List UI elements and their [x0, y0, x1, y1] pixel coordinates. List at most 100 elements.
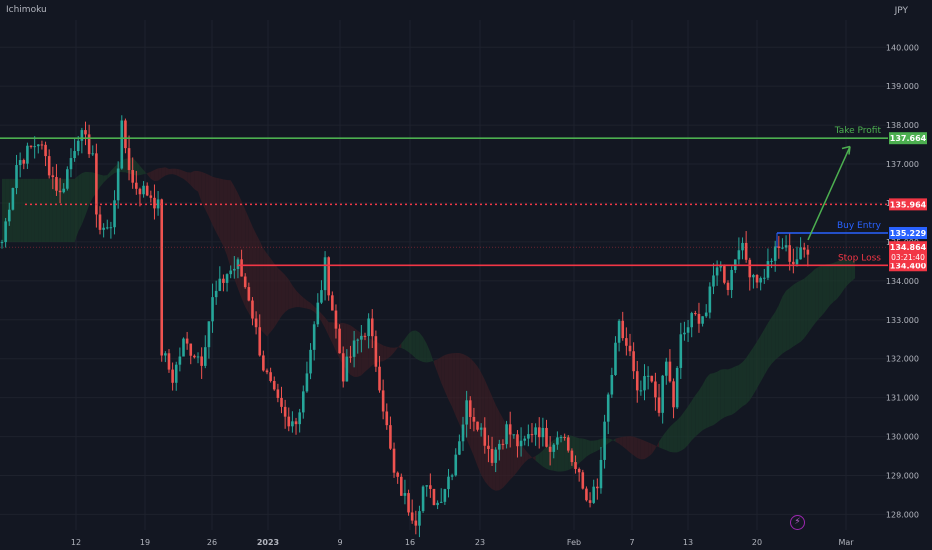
x-tick-label: 12 [71, 538, 81, 547]
currency-label: JPY [894, 6, 908, 16]
ichimoku-cloud [230, 180, 235, 279]
candle [788, 245, 792, 262]
ichimoku-cloud [495, 404, 500, 491]
candle [367, 318, 370, 337]
x-tick-label: 2023 [257, 538, 279, 547]
candle [530, 434, 534, 436]
candle [479, 427, 483, 430]
ichimoku-cloud [840, 259, 845, 295]
ichimoku-cloud [481, 372, 485, 482]
ichimoku-cloud [31, 178, 35, 243]
candle [22, 160, 26, 164]
ichimoku-cloud [521, 444, 525, 467]
candle [566, 437, 570, 451]
candle [418, 511, 421, 526]
ichimoku-cloud [611, 438, 616, 442]
ichimoku-cloud [419, 332, 424, 362]
ichimoku-cloud [844, 259, 848, 290]
candle [149, 195, 153, 198]
y-tick-label: 132.000 [886, 355, 919, 364]
ichimoku-cloud [201, 171, 206, 210]
candle [777, 246, 781, 248]
ichimoku-cloud [397, 343, 402, 349]
ichimoku-cloud [219, 178, 224, 247]
ichimoku-cloud [760, 329, 765, 382]
candle [203, 347, 207, 366]
candle [668, 361, 672, 382]
level-label: Buy Entry [837, 221, 882, 231]
ichimoku-cloud [615, 437, 620, 444]
ichimoku-cloud [669, 423, 674, 453]
candle [421, 486, 425, 512]
candle [87, 134, 91, 155]
candle [301, 391, 305, 413]
ichimoku-cloud [310, 302, 315, 312]
y-tick-label: 129.000 [886, 471, 919, 480]
flash-icon[interactable]: ⚡ [790, 515, 805, 530]
candle [287, 416, 291, 427]
last-price-tag [889, 241, 927, 264]
ichimoku-cloud [800, 278, 805, 342]
candle [621, 320, 625, 339]
candle [291, 421, 294, 427]
ichimoku-cloud [408, 330, 413, 355]
candle [501, 443, 505, 445]
candle [0, 242, 4, 244]
ichimoku-cloud [306, 300, 311, 310]
candle [454, 454, 458, 476]
candle [458, 441, 461, 455]
candle [439, 501, 443, 503]
candle [494, 449, 497, 463]
candle [744, 242, 748, 260]
candle [512, 434, 516, 436]
ichimoku-cloud [684, 406, 689, 449]
ichimoku-cloud [390, 347, 395, 357]
ichimoku-cloud [158, 167, 162, 181]
candle [193, 355, 196, 358]
candle [58, 190, 62, 193]
candle [76, 140, 80, 152]
target-arrow [807, 146, 851, 241]
ichimoku-cloud [444, 353, 449, 400]
ichimoku-cloud [608, 438, 612, 444]
candle [730, 269, 733, 290]
ichimoku-cloud [415, 330, 420, 361]
candle [102, 227, 105, 230]
candle [498, 443, 501, 450]
candle [167, 353, 171, 370]
ichimoku-cloud [673, 420, 678, 453]
ichimoku-cloud [807, 272, 812, 334]
ichimoku-cloud [659, 436, 663, 449]
candle [243, 276, 247, 288]
ichimoku-cloud [187, 172, 191, 186]
candle [545, 427, 548, 447]
ichimoku-cloud [78, 173, 82, 232]
ichimoku-cloud [510, 430, 514, 480]
candle [200, 356, 203, 366]
ichimoku-cloud [288, 279, 293, 310]
candle [178, 356, 182, 365]
ichimoku-cloud [325, 317, 329, 336]
ichimoku-cloud [38, 178, 42, 243]
ichimoku-cloud [161, 167, 166, 178]
ichimoku-cloud [633, 436, 638, 459]
candle [585, 488, 588, 501]
candle [80, 130, 84, 141]
candle [18, 160, 22, 166]
candle [694, 313, 697, 315]
candle [174, 364, 178, 383]
ichimoku-cloud [386, 346, 391, 360]
candle [73, 151, 76, 159]
candle [596, 486, 599, 489]
x-tick-label: 13 [683, 538, 693, 547]
candle [363, 335, 367, 337]
candle [450, 475, 454, 477]
candle [265, 370, 269, 373]
indicator-label[interactable]: Ichimoku [6, 5, 47, 15]
ichimoku-cloud [815, 266, 819, 324]
candle [639, 390, 643, 392]
candle [574, 462, 577, 469]
candle [138, 188, 142, 195]
ichimoku-cloud [296, 290, 300, 308]
